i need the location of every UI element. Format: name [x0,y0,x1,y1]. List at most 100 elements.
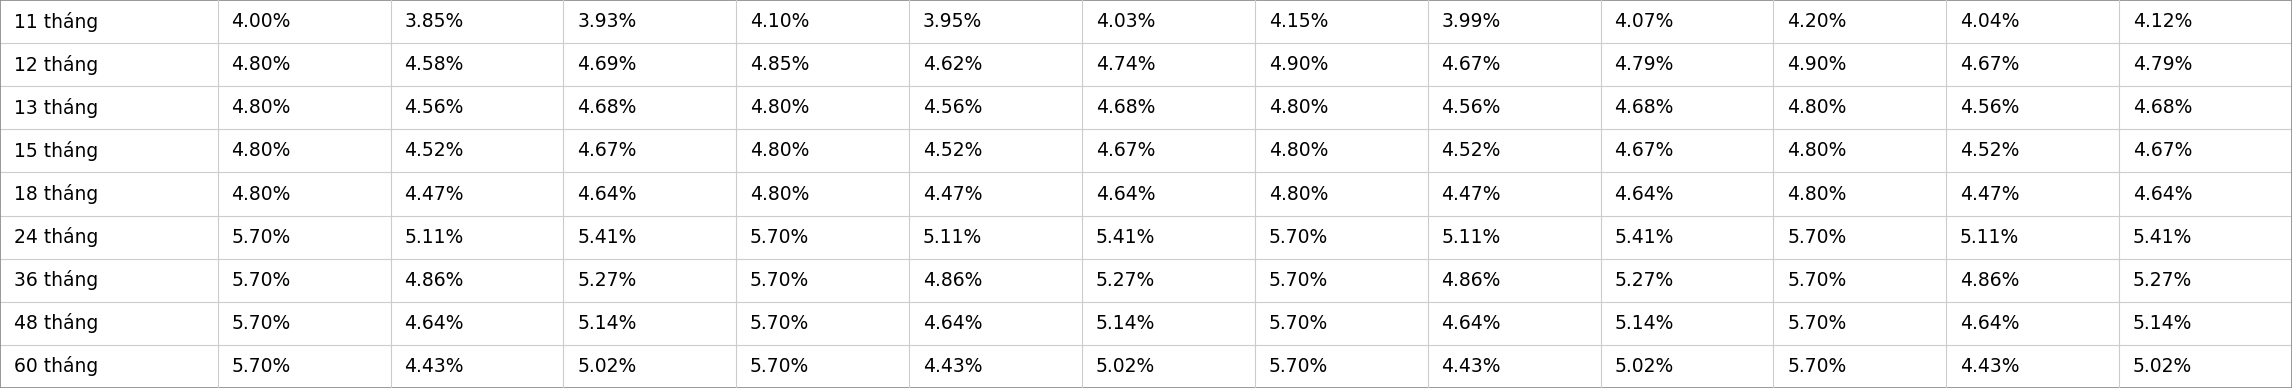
Bar [218,259,390,302]
Text: 4.64%: 4.64% [2134,185,2193,203]
Text: 5.70%: 5.70% [1788,314,1847,333]
Bar [1600,216,1774,259]
Bar [564,43,736,86]
Bar [1256,86,1428,129]
Bar [1428,129,1600,172]
Text: 11 tháng: 11 tháng [14,12,99,31]
Text: 4.52%: 4.52% [924,141,983,160]
Bar [1600,302,1774,345]
Text: 4.80%: 4.80% [1270,185,1327,203]
Text: 4.86%: 4.86% [924,271,983,290]
Text: 4.90%: 4.90% [1270,55,1327,74]
Text: 4.64%: 4.64% [1096,185,1155,203]
Bar [564,0,736,43]
Text: 4.43%: 4.43% [1442,357,1501,376]
Bar [1256,43,1428,86]
Text: 4.12%: 4.12% [2134,12,2191,31]
Text: 4.74%: 4.74% [1096,55,1155,74]
Bar [910,345,1082,388]
Text: 5.41%: 5.41% [1614,228,1673,247]
Text: 5.41%: 5.41% [2134,228,2191,247]
Text: 4.80%: 4.80% [231,185,291,203]
Bar [1256,259,1428,302]
Bar [0,302,218,345]
Bar [1256,172,1428,216]
Bar [0,129,218,172]
Text: 4.80%: 4.80% [749,98,809,117]
Bar [1774,43,1946,86]
Text: 5.70%: 5.70% [749,357,809,376]
Bar [1428,0,1600,43]
Text: 5.70%: 5.70% [231,228,291,247]
Bar [736,129,910,172]
Bar [736,43,910,86]
Bar [1428,302,1600,345]
Text: 5.70%: 5.70% [749,271,809,290]
Text: 5.02%: 5.02% [2134,357,2191,376]
Bar [1082,129,1256,172]
Bar [1946,129,2120,172]
Text: 5.70%: 5.70% [1270,314,1327,333]
Text: 4.62%: 4.62% [924,55,983,74]
Text: 5.11%: 5.11% [1960,228,2019,247]
Text: 4.15%: 4.15% [1270,12,1327,31]
Text: 24 tháng: 24 tháng [14,227,99,247]
Bar [910,43,1082,86]
Text: 5.70%: 5.70% [1788,228,1847,247]
Bar [0,43,218,86]
Bar [564,86,736,129]
Bar [2120,86,2292,129]
Bar [910,216,1082,259]
Text: 5.14%: 5.14% [578,314,637,333]
Text: 4.86%: 4.86% [1442,271,1501,290]
Bar [1600,86,1774,129]
Bar [1600,129,1774,172]
Bar [1946,302,2120,345]
Text: 4.43%: 4.43% [1960,357,2019,376]
Text: 5.27%: 5.27% [578,271,637,290]
Text: 4.90%: 4.90% [1788,55,1847,74]
Text: 5.70%: 5.70% [231,271,291,290]
Bar [1774,129,1946,172]
Text: 4.86%: 4.86% [403,271,463,290]
Text: 5.11%: 5.11% [403,228,463,247]
Bar [1082,0,1256,43]
Bar [1600,259,1774,302]
Text: 4.07%: 4.07% [1614,12,1673,31]
Bar [1600,172,1774,216]
Text: 5.02%: 5.02% [578,357,637,376]
Bar [0,86,218,129]
Text: 5.14%: 5.14% [2134,314,2191,333]
Bar [1946,259,2120,302]
Text: 48 tháng: 48 tháng [14,314,99,333]
Bar [0,172,218,216]
Text: 5.41%: 5.41% [1096,228,1155,247]
Bar [218,86,390,129]
Bar [390,86,564,129]
Text: 4.79%: 4.79% [2134,55,2191,74]
Bar [218,172,390,216]
Bar [736,86,910,129]
Text: 4.80%: 4.80% [749,141,809,160]
Text: 4.64%: 4.64% [403,314,463,333]
Text: 4.03%: 4.03% [1096,12,1155,31]
Bar [218,129,390,172]
Bar [1082,216,1256,259]
Text: 4.64%: 4.64% [1442,314,1501,333]
Bar [1082,302,1256,345]
Text: 4.80%: 4.80% [231,141,291,160]
Text: 3.85%: 3.85% [403,12,463,31]
Bar [736,345,910,388]
Bar [910,302,1082,345]
Bar [390,172,564,216]
Bar [1774,172,1946,216]
Text: 4.69%: 4.69% [578,55,637,74]
Text: 4.47%: 4.47% [403,185,463,203]
Text: 4.68%: 4.68% [1096,98,1155,117]
Bar [1082,259,1256,302]
Bar [1946,86,2120,129]
Bar [1774,0,1946,43]
Bar [0,345,218,388]
Bar [1428,216,1600,259]
Bar [390,259,564,302]
